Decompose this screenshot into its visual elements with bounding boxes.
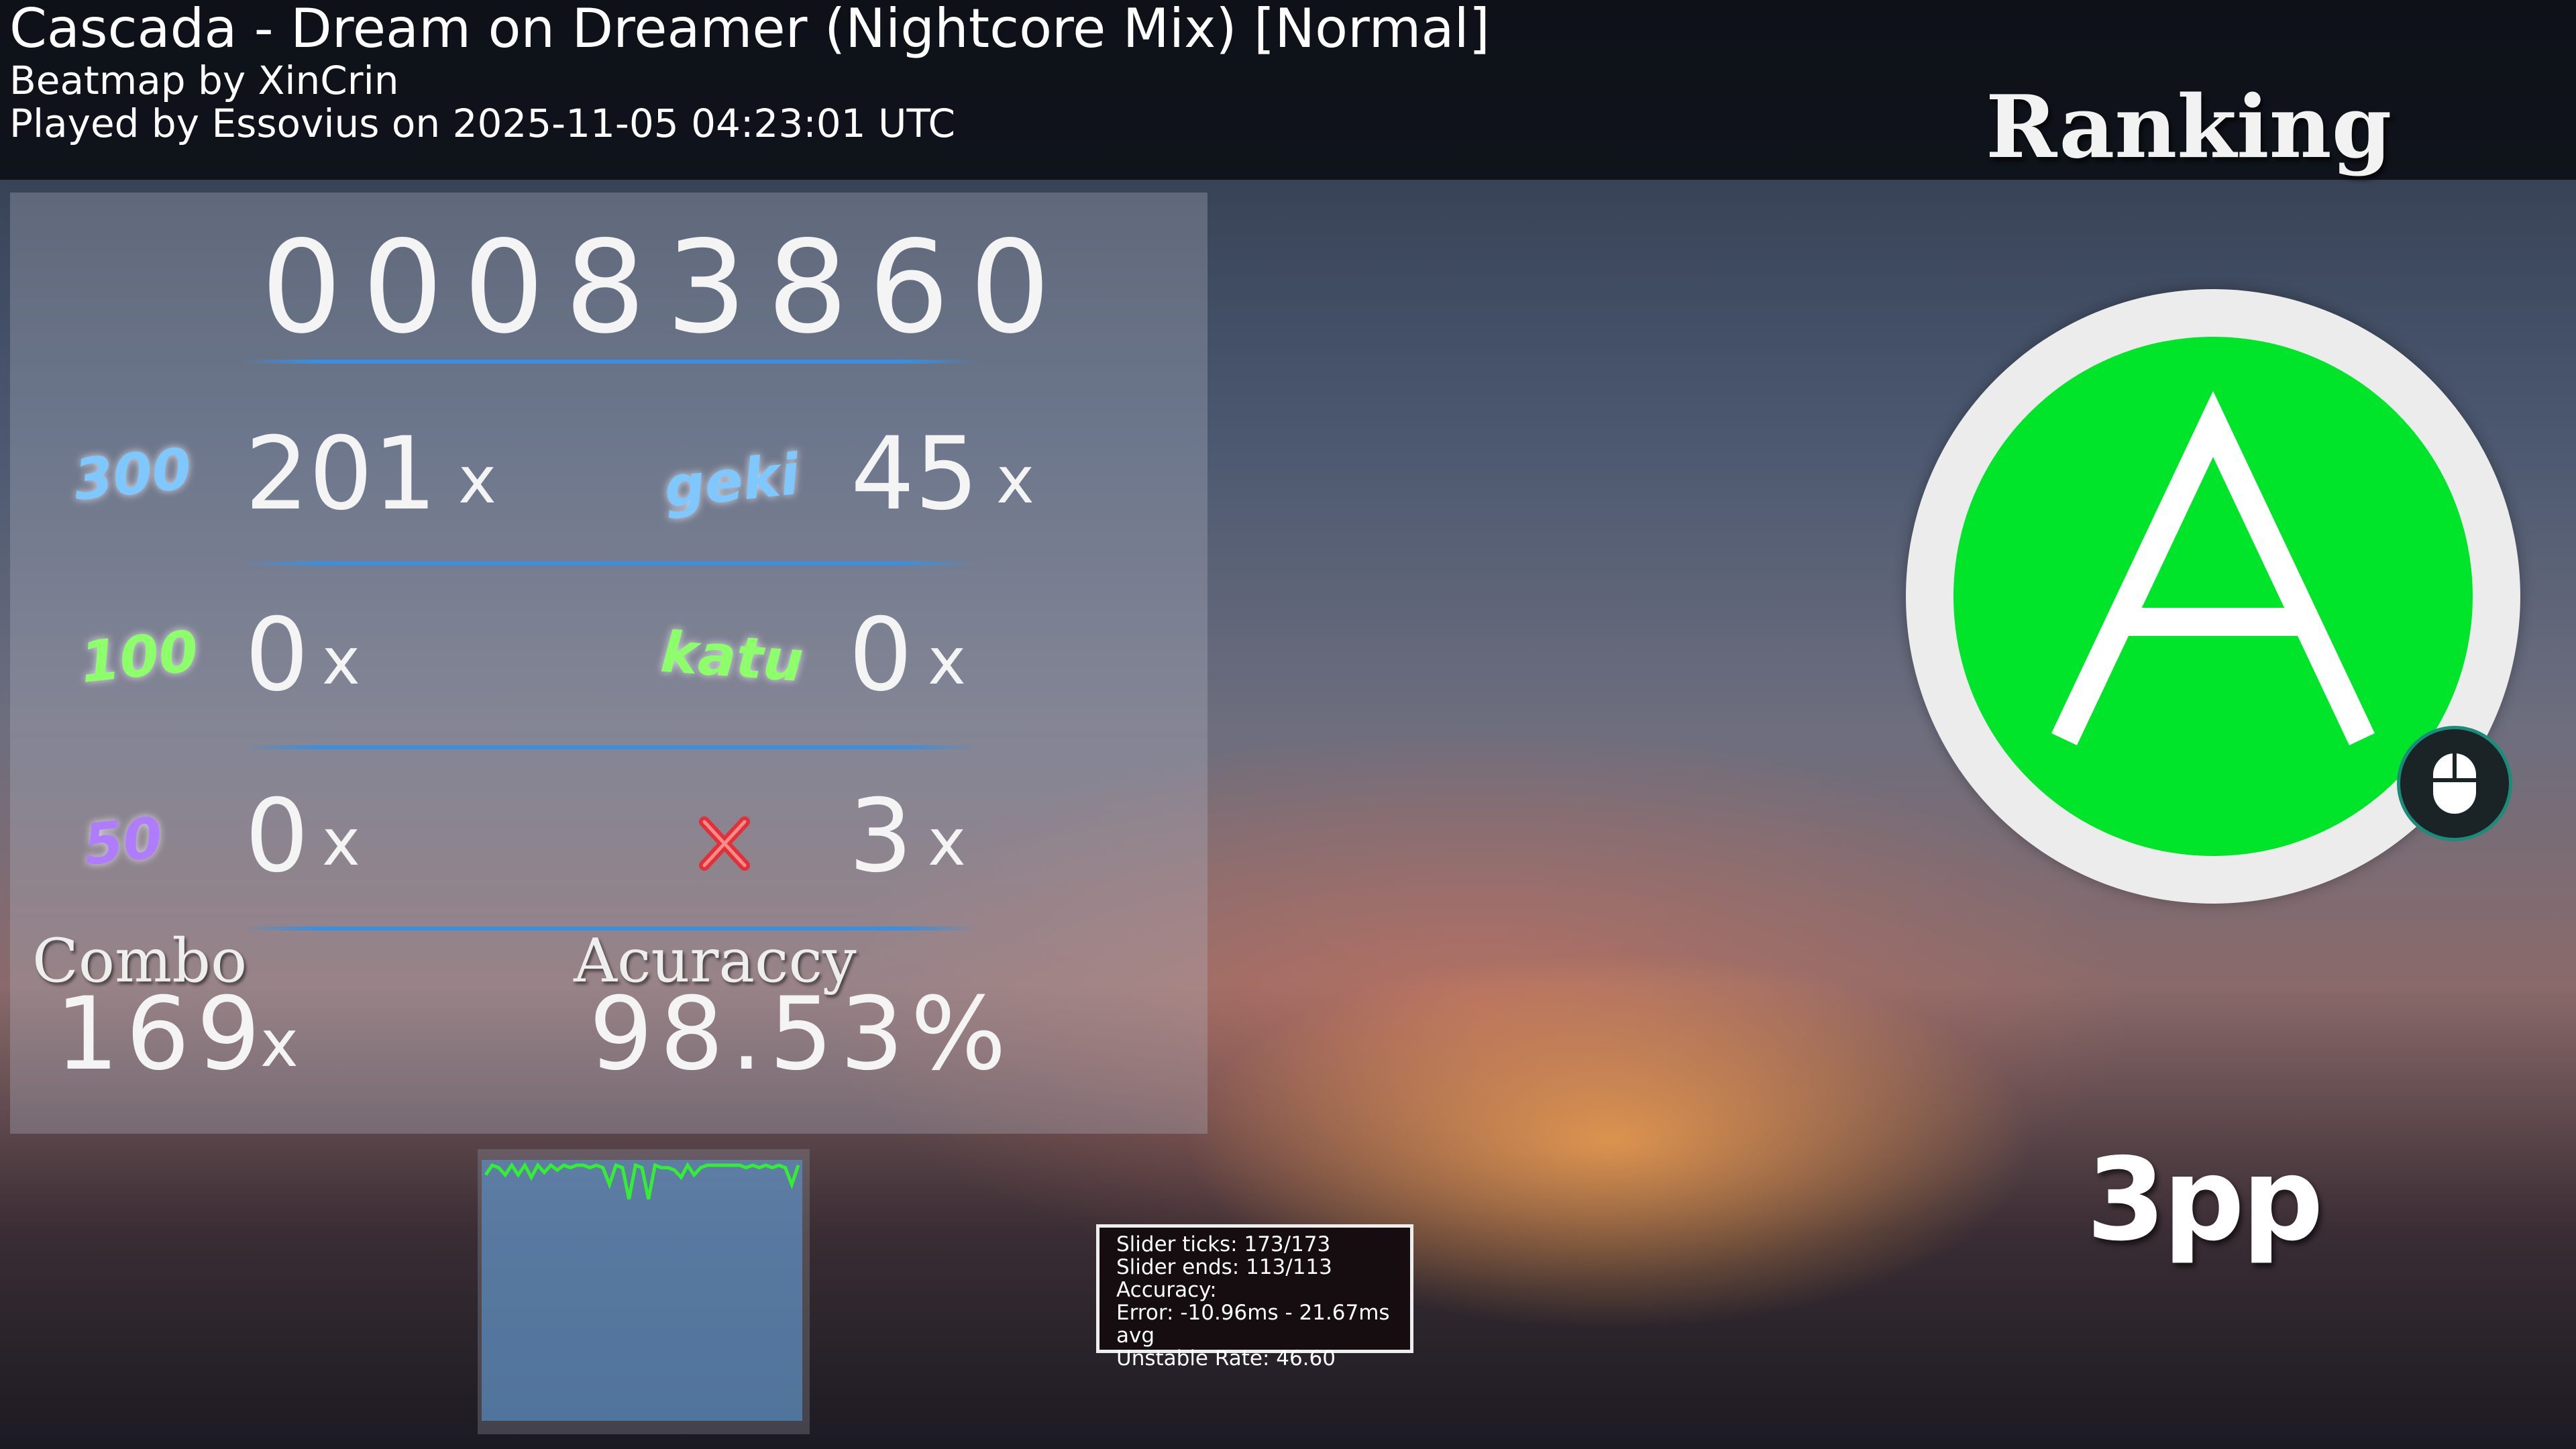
- hit-geki-x: x: [996, 443, 1034, 518]
- performance-line: [484, 1162, 800, 1199]
- accuracy-label: Acuraccy: [574, 926, 857, 996]
- combo-value: 169: [55, 976, 268, 1093]
- hit-300-x: x: [458, 443, 496, 518]
- performance-graph: [478, 1149, 810, 1434]
- ranking-heading: Ranking: [1986, 77, 2392, 178]
- grade-letter-a: [2051, 390, 2375, 745]
- pp-value: 3pp: [2086, 1134, 2324, 1267]
- hit-katu-count: 0: [849, 597, 913, 714]
- hit-miss-x: x: [928, 805, 966, 880]
- performance-graph-area: [482, 1160, 802, 1421]
- hit-50-count: 0: [245, 778, 309, 895]
- divider: [243, 926, 977, 930]
- hit-50-label: 50: [80, 804, 166, 878]
- hit-geki-count: 45: [851, 416, 979, 533]
- hit-50-x: x: [322, 805, 360, 880]
- hit-300-label: 300: [70, 435, 195, 513]
- hit-100-label: 100: [77, 618, 201, 696]
- tooltip-slider-ticks: Slider ticks: 173/173: [1116, 1232, 1331, 1256]
- tooltip-error: Error: -10.96ms - 21.67ms avg: [1116, 1301, 1390, 1348]
- divider: [243, 360, 977, 364]
- stats-tooltip: Slider ticks: 173/173 Slider ends: 113/1…: [1096, 1224, 1413, 1370]
- combo-x: x: [260, 1006, 299, 1081]
- hit-katu-x: x: [928, 624, 966, 699]
- header-bar: Cascada - Dream on Dreamer (Nightcore Mi…: [0, 0, 2576, 180]
- hit-geki-label: geki: [661, 441, 803, 521]
- beatmap-title: Cascada - Dream on Dreamer (Nightcore Mi…: [9, 0, 1490, 60]
- mouse-icon: [2397, 726, 2512, 841]
- hit-miss-count: 3: [849, 778, 913, 895]
- tooltip-slider-ends: Slider ends: 113/113: [1116, 1255, 1332, 1279]
- performance-graph-svg: [484, 1162, 800, 1199]
- score-panel: [10, 193, 1208, 1134]
- hit-100-x: x: [322, 624, 360, 699]
- divider: [243, 745, 977, 749]
- tooltip-accuracy: Accuracy:: [1116, 1278, 1217, 1302]
- hit-katu-label: katu: [658, 619, 806, 695]
- beatmap-mapper: Beatmap by XinCrin: [9, 58, 399, 103]
- played-by: Played by Essovius on 2025-11-05 04:23:0…: [9, 101, 955, 146]
- tooltip-unstable-rate: Unstable Rate: 46.60: [1116, 1346, 1336, 1371]
- hit-300-count: 201: [245, 416, 437, 533]
- hit-100-count: 0: [245, 597, 309, 714]
- x-miss-icon: [698, 815, 751, 875]
- total-score: 00083860: [260, 213, 1071, 362]
- divider: [243, 561, 977, 566]
- combo-label: Combo: [32, 926, 248, 996]
- accuracy-value: 98.53%: [589, 976, 1013, 1093]
